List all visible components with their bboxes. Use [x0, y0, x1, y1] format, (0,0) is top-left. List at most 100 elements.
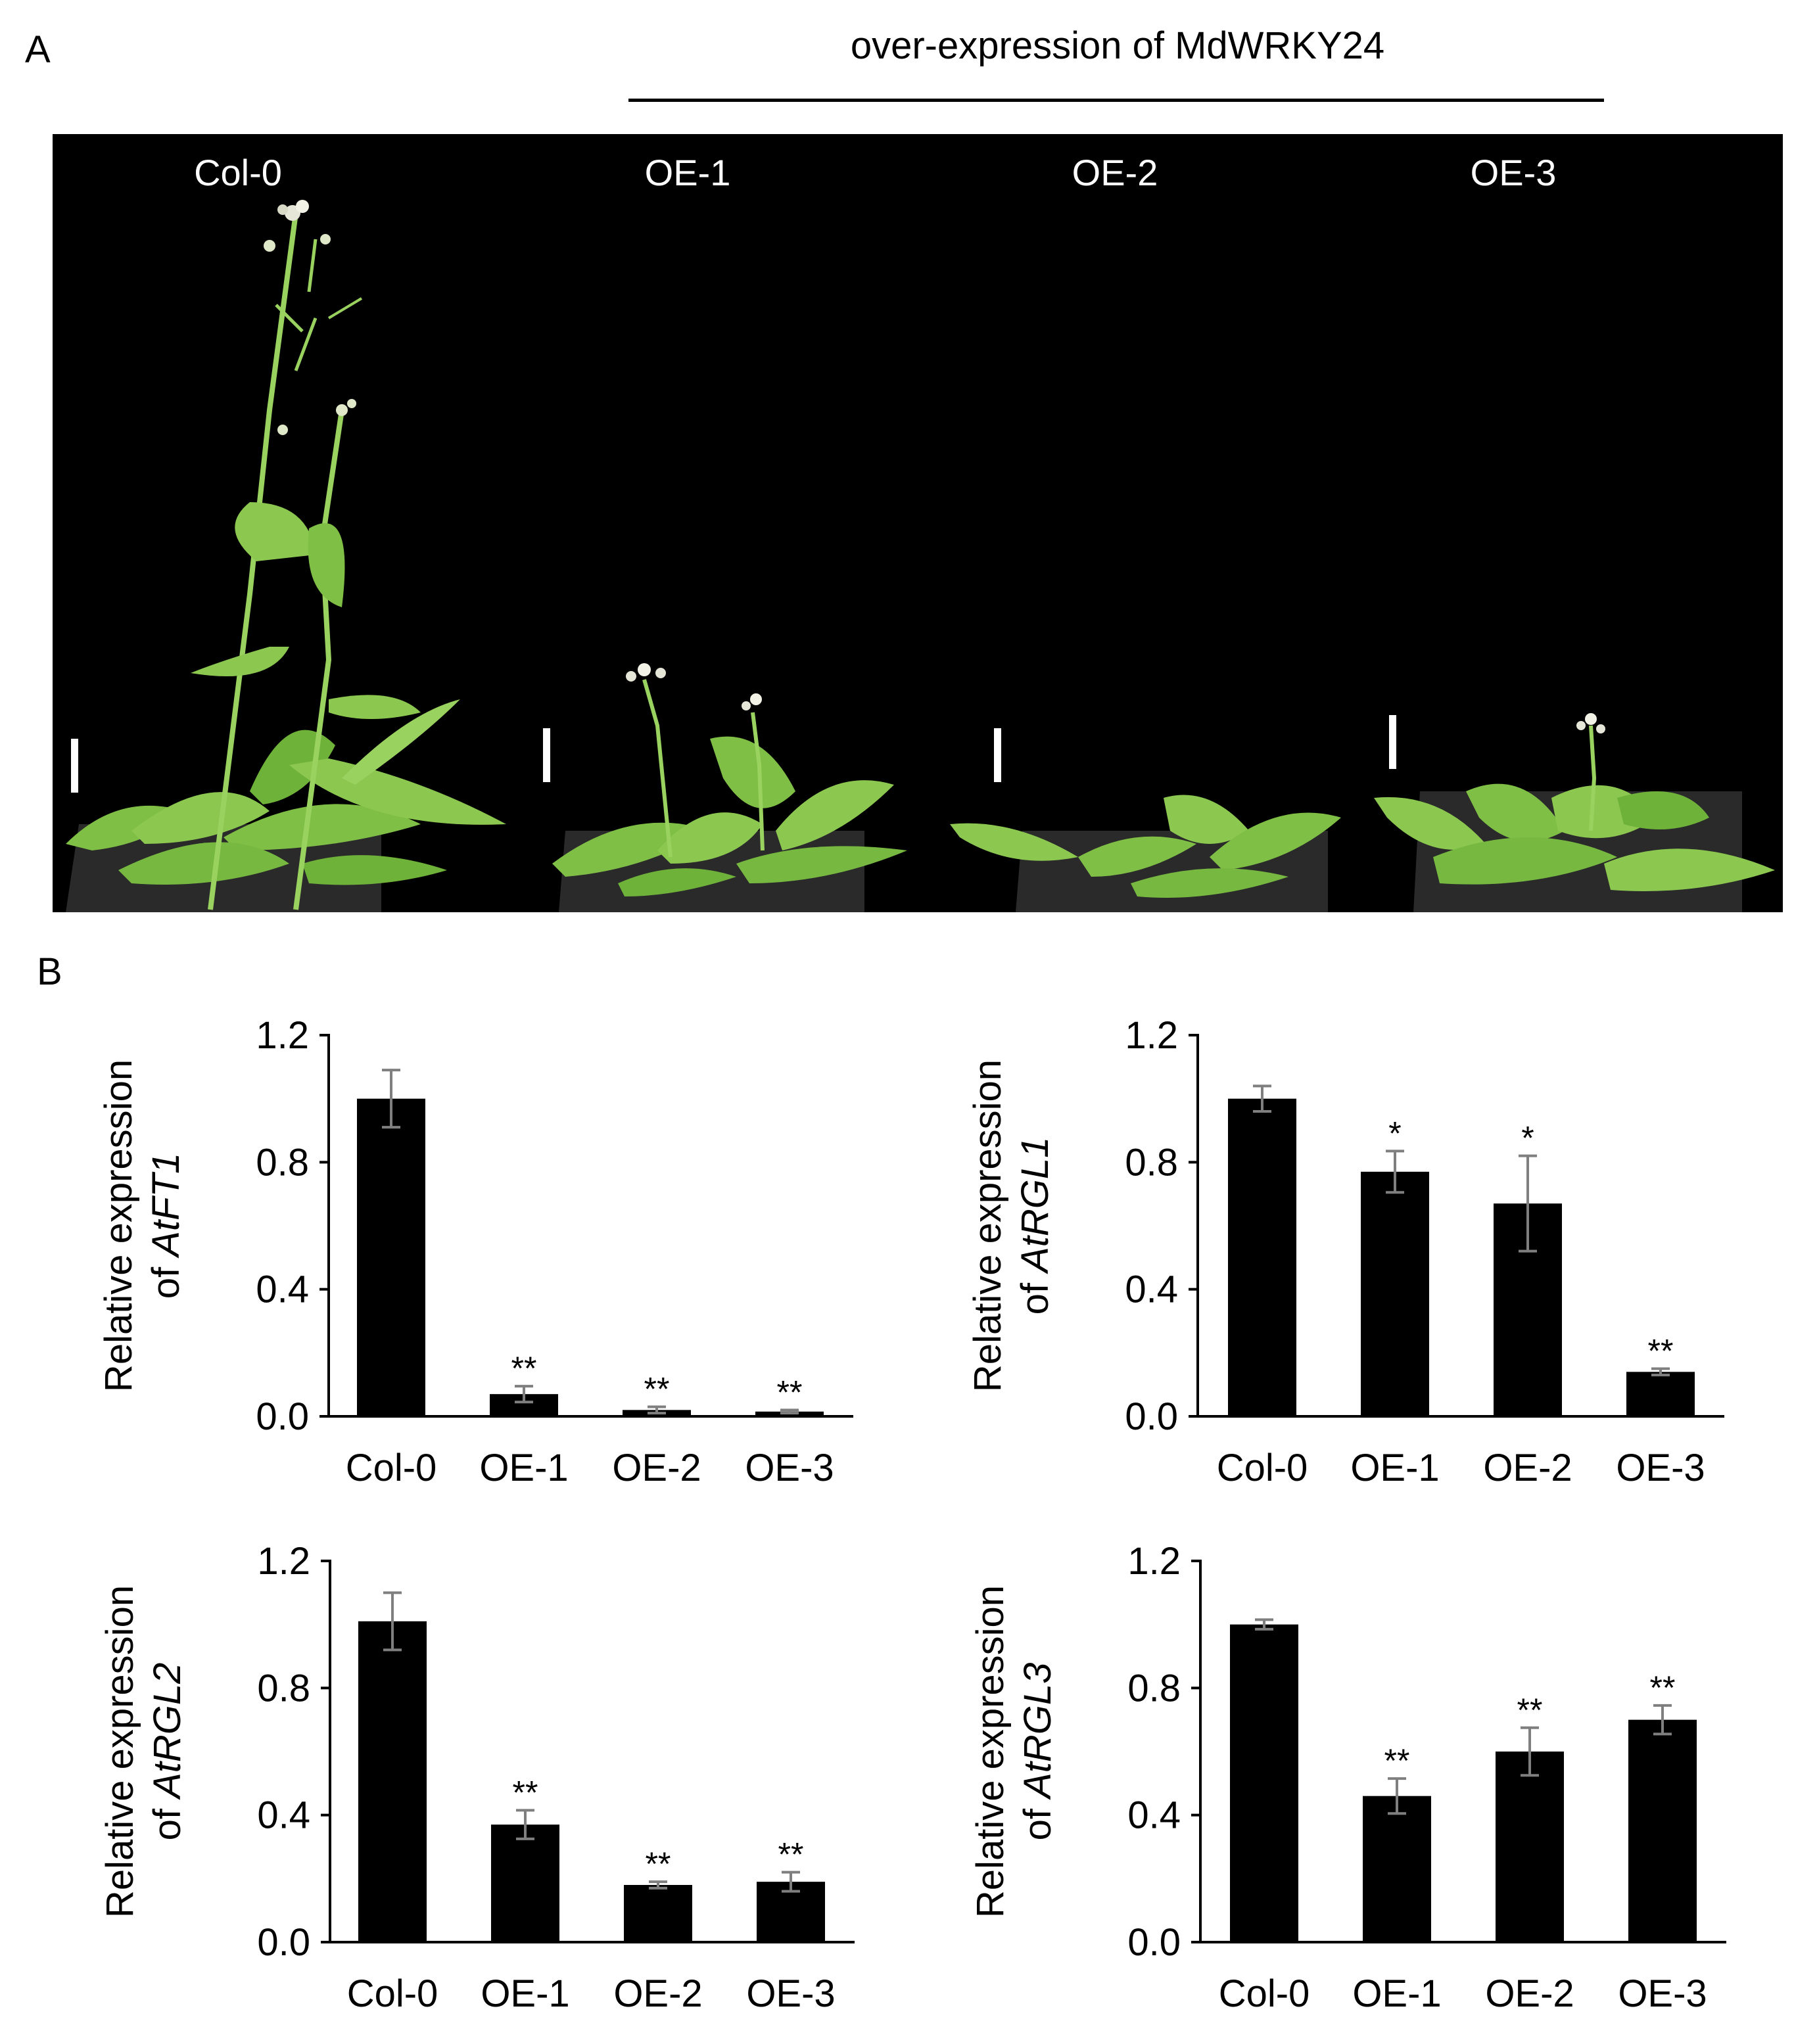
x-tick-label: OE-2 — [613, 1972, 702, 2015]
bar-col-0 — [1228, 1098, 1296, 1416]
significance-marker: ** — [513, 1774, 538, 1811]
x-tick-label: OE-3 — [745, 1447, 834, 1489]
photo-label-oe3: OE-3 — [1470, 152, 1557, 193]
y-tick-label: 0.4 — [1125, 1268, 1178, 1311]
bar-col-0 — [358, 1621, 427, 1942]
error-bar — [782, 1870, 800, 1893]
y-tick-label: 0.8 — [1125, 1141, 1178, 1184]
x-tick-label: Col-0 — [347, 1972, 438, 2015]
x-tick-label: OE-3 — [746, 1972, 835, 2015]
significance-marker: ** — [1648, 1333, 1674, 1370]
error-bar — [648, 1405, 666, 1415]
significance-marker: ** — [646, 1846, 671, 1882]
y-tick-label: 0.0 — [257, 1921, 310, 1964]
y-tick-label: 0.8 — [1127, 1667, 1181, 1709]
error-bar — [515, 1385, 533, 1404]
scale-bar-oe3 — [1389, 715, 1396, 769]
overexpression-group-label: over-expression of MdWRKY24 — [850, 24, 1385, 67]
col0-plant — [66, 200, 506, 912]
error-bar — [1388, 1777, 1406, 1815]
y-tick-label: 0.4 — [256, 1268, 309, 1311]
y-tick-label: 0.8 — [256, 1141, 309, 1184]
x-tick-label: Col-0 — [346, 1447, 437, 1489]
y-tick-label: 0.4 — [1127, 1794, 1181, 1837]
x-tick-label: Col-0 — [1219, 1972, 1310, 2015]
y-axis-label-line1: Relative expression — [969, 1585, 1012, 1918]
y-tick-label: 1.2 — [1127, 1540, 1181, 1583]
x-tick-label: OE-1 — [479, 1447, 568, 1489]
bar-oe-2 — [1496, 1752, 1564, 1942]
y-axis-label-line1: Relative expression — [97, 1059, 140, 1392]
bar-oe-3 — [1628, 1719, 1697, 1942]
error-bar — [516, 1809, 534, 1840]
bar-col-0 — [1230, 1624, 1298, 1942]
y-tick-label: 0.4 — [257, 1794, 310, 1837]
y-axis-label-prefix: of — [145, 1257, 187, 1299]
x-tick-label: OE-3 — [1618, 1972, 1707, 2015]
error-bar — [1386, 1150, 1404, 1194]
y-axis-label-gene: AtRGL3 — [1016, 1663, 1059, 1800]
photo-label-oe1: OE-1 — [644, 152, 731, 193]
y-axis-label-prefix: of — [1016, 1798, 1059, 1841]
bar-oe-3 — [1626, 1372, 1695, 1416]
bar-oe-2 — [624, 1885, 692, 1942]
y-tick-label: 0.0 — [1127, 1921, 1181, 1964]
x-tick-label: Col-0 — [1217, 1447, 1308, 1489]
x-tick-label: OE-3 — [1616, 1447, 1705, 1489]
bar-oe-1 — [1361, 1171, 1429, 1416]
x-tick-label: OE-1 — [481, 1972, 569, 2015]
panel-b-letter: B — [37, 950, 62, 993]
bar-oe-1 — [1363, 1796, 1431, 1942]
photo-label-col0: Col-0 — [194, 152, 282, 193]
y-tick-label: 1.2 — [256, 1014, 309, 1057]
plant-illustration — [66, 200, 1775, 912]
error-bar — [649, 1880, 667, 1890]
error-bar — [1519, 1154, 1537, 1253]
error-bar — [780, 1408, 799, 1415]
error-bar — [1521, 1726, 1539, 1777]
significance-marker: * — [1388, 1115, 1401, 1151]
oe1-plant — [552, 663, 907, 912]
scale-bar-oe2 — [994, 728, 1001, 782]
y-axis-label-gene: AtRGL2 — [146, 1663, 189, 1800]
y-axis-label-gene: AtFT1 — [145, 1153, 187, 1259]
significance-marker: ** — [1650, 1669, 1676, 1706]
photo-label-oe2: OE-2 — [1072, 152, 1158, 193]
y-tick-label: 1.2 — [257, 1540, 310, 1583]
y-tick-label: 0.0 — [1125, 1395, 1178, 1438]
bar-col-0 — [357, 1098, 425, 1416]
scale-bar-oe1 — [543, 728, 550, 782]
y-axis-label-line2: of AtRGL3 — [1016, 1663, 1059, 1841]
error-bar — [1653, 1704, 1672, 1736]
oe3-plant — [1374, 713, 1775, 912]
significance-marker: ** — [644, 1371, 670, 1408]
y-tick-label: 1.2 — [1125, 1014, 1178, 1057]
significance-marker: ** — [777, 1374, 803, 1410]
error-bar — [383, 1591, 402, 1652]
oe2-plant — [950, 795, 1341, 912]
scale-bar-col0 — [71, 739, 78, 793]
significance-marker: ** — [1384, 1742, 1410, 1779]
significance-marker: ** — [511, 1350, 537, 1387]
y-tick-label: 0.0 — [256, 1395, 309, 1438]
x-tick-label: OE-1 — [1350, 1447, 1439, 1489]
y-axis-label-prefix: of — [1014, 1272, 1056, 1315]
y-tick-label: 0.8 — [257, 1667, 310, 1709]
bar-oe-1 — [491, 1824, 559, 1942]
x-tick-label: OE-1 — [1352, 1972, 1441, 2015]
error-bar — [1253, 1084, 1271, 1113]
error-bar — [1255, 1618, 1273, 1631]
x-tick-label: OE-2 — [1485, 1972, 1574, 2015]
plant-phenotype-photo: Col-0 OE-1 OE-2 OE-3 — [53, 134, 1783, 912]
significance-marker: ** — [778, 1836, 804, 1873]
significance-marker: ** — [1517, 1692, 1543, 1729]
panel-a-letter: A — [25, 28, 51, 71]
x-tick-label: OE-2 — [612, 1447, 701, 1489]
error-bar — [1651, 1367, 1670, 1377]
y-axis-label-gene: AtRGL1 — [1014, 1137, 1056, 1274]
y-axis-label-line2: of AtFT1 — [145, 1153, 187, 1299]
